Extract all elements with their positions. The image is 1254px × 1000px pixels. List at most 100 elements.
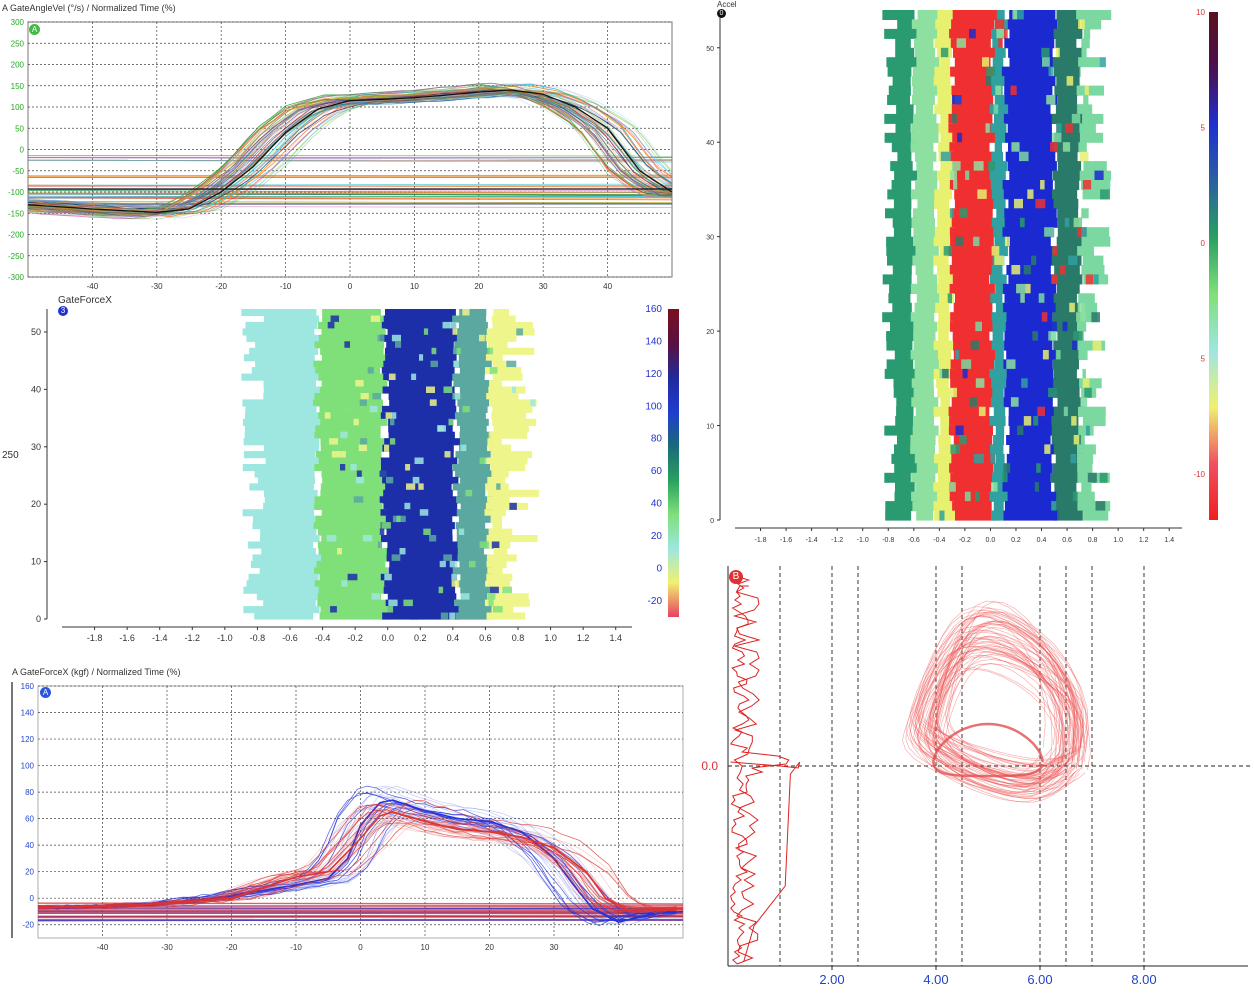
heatmap-cell xyxy=(1058,510,1083,521)
heatmap-cell xyxy=(387,541,461,549)
heatmap-cell-noise xyxy=(953,180,958,190)
heatmap-cell xyxy=(948,123,993,134)
heatmap-cell xyxy=(915,482,935,493)
heatmap-cell-noise xyxy=(1085,425,1090,436)
heatmap-cell xyxy=(491,451,533,459)
heatmap-cell xyxy=(245,425,321,433)
heatmap-cell xyxy=(264,315,319,323)
heatmap-cell xyxy=(386,548,460,556)
heatmap-cell xyxy=(1007,161,1057,172)
heatmap-cell xyxy=(1008,142,1057,153)
x-tick-label: 1.4 xyxy=(609,633,622,643)
heatmap-cell xyxy=(884,472,911,483)
heatmap-cell xyxy=(1004,331,1051,342)
loop-trace xyxy=(937,653,1080,793)
forcex-heatmap-badge[interactable]: 3 xyxy=(58,306,68,316)
heatmap-cell xyxy=(1077,463,1093,474)
heatmap-cell-noise xyxy=(1078,19,1085,30)
heatmap-cell xyxy=(911,472,936,483)
heatmap-cell xyxy=(950,472,996,483)
heatmap-cell xyxy=(453,360,492,368)
heatmap-cell-noise xyxy=(479,334,485,342)
forcex-line-title: A GateForceX (kgf) / Normalized Time (%) xyxy=(12,667,181,677)
heatmap-cell xyxy=(995,10,1005,20)
heatmap-cell xyxy=(487,341,508,349)
heatmap-cell-noise xyxy=(980,113,986,124)
heatmap-cell xyxy=(488,528,513,536)
heatmap-cell xyxy=(937,491,952,502)
heatmap-cell xyxy=(912,95,935,105)
heatmap-cell xyxy=(260,535,320,543)
heatmap-cell xyxy=(314,464,382,472)
y-tick-label: 60 xyxy=(25,815,34,824)
heatmap-cell xyxy=(249,347,318,355)
heatmap-cell xyxy=(490,431,528,439)
heatmap-cell-noise xyxy=(449,457,455,465)
heatmap-cell-noise xyxy=(1041,47,1050,58)
heatmap-cell-noise xyxy=(405,464,411,472)
heatmap-cell xyxy=(1055,350,1084,360)
heatmap-cell xyxy=(938,472,954,483)
heatmap-cell xyxy=(1057,208,1079,219)
loop-trace xyxy=(934,613,1058,789)
heatmap-cell xyxy=(1006,312,1053,323)
heatmap-cell-noise xyxy=(326,535,337,543)
heatmap-cell xyxy=(1052,189,1078,200)
heatmap-cell xyxy=(991,217,1008,228)
heatmap-cell xyxy=(460,573,492,581)
forcex-line-badge[interactable]: A xyxy=(40,687,51,698)
heatmap-cell-noise xyxy=(374,367,380,375)
heatmap-cell-noise xyxy=(959,435,967,445)
heatmap-cell xyxy=(910,132,939,143)
angle-chart-badge[interactable]: A xyxy=(29,24,40,35)
heatmap-cell xyxy=(383,315,456,323)
heatmap-cell-noise xyxy=(355,380,364,388)
heatmap-cell xyxy=(264,496,315,504)
heatmap-cell xyxy=(1006,453,1052,464)
loop-trace xyxy=(916,651,1085,788)
heatmap-cell xyxy=(320,444,384,452)
heatmap-cell xyxy=(933,340,954,351)
heatmap-cell xyxy=(254,612,314,620)
trial-curve xyxy=(37,820,677,910)
heatmap-cell xyxy=(989,104,1009,115)
heatmap-cell xyxy=(937,350,952,360)
heatmap-cell-noise xyxy=(377,334,385,342)
y-tick-label: -150 xyxy=(8,209,25,218)
heatmap-cell-noise xyxy=(1069,302,1075,313)
heatmap-cell xyxy=(989,170,1006,181)
heatmap-cell-noise xyxy=(947,132,953,143)
heatmap-cell-noise xyxy=(409,612,419,620)
heatmap-cell xyxy=(940,113,950,124)
mean-loop xyxy=(932,722,1044,778)
heatmap-cell xyxy=(319,405,388,413)
heatmap-cell xyxy=(886,331,914,342)
heatmap-cell xyxy=(1078,406,1106,417)
flat-trial-line xyxy=(27,154,673,157)
heatmap-cell xyxy=(453,347,491,355)
x-tick-label: -0.6 xyxy=(282,633,298,643)
heatmap-cell-noise xyxy=(340,431,348,439)
heatmap-cell xyxy=(460,586,493,594)
flat-trial-line xyxy=(37,907,684,910)
heatmap-cell xyxy=(491,315,516,323)
heatmap-cell xyxy=(890,321,915,332)
heatmap-cell xyxy=(386,470,453,478)
heatmap-cell xyxy=(264,489,318,497)
heatmap-cell xyxy=(1002,227,1055,238)
heatmap-cell xyxy=(995,350,1004,360)
accel-heatmap-badge[interactable]: 0 xyxy=(717,9,726,18)
heatmap-cell xyxy=(263,386,321,394)
heatmap-cell xyxy=(1077,453,1094,464)
heatmap-cell xyxy=(457,541,493,549)
heatmap-cell xyxy=(452,567,491,575)
heatmap-cell xyxy=(254,470,315,478)
loop-trace xyxy=(909,612,1082,797)
heatmap-cell xyxy=(1054,85,1079,96)
heatmap-cell xyxy=(460,502,490,510)
heatmap-cell xyxy=(951,217,997,228)
heatmap-cell xyxy=(891,142,916,153)
heatmap-cell xyxy=(455,451,491,459)
heatmap-cell xyxy=(320,438,388,446)
phase-plot-badge[interactable]: B xyxy=(729,570,743,584)
